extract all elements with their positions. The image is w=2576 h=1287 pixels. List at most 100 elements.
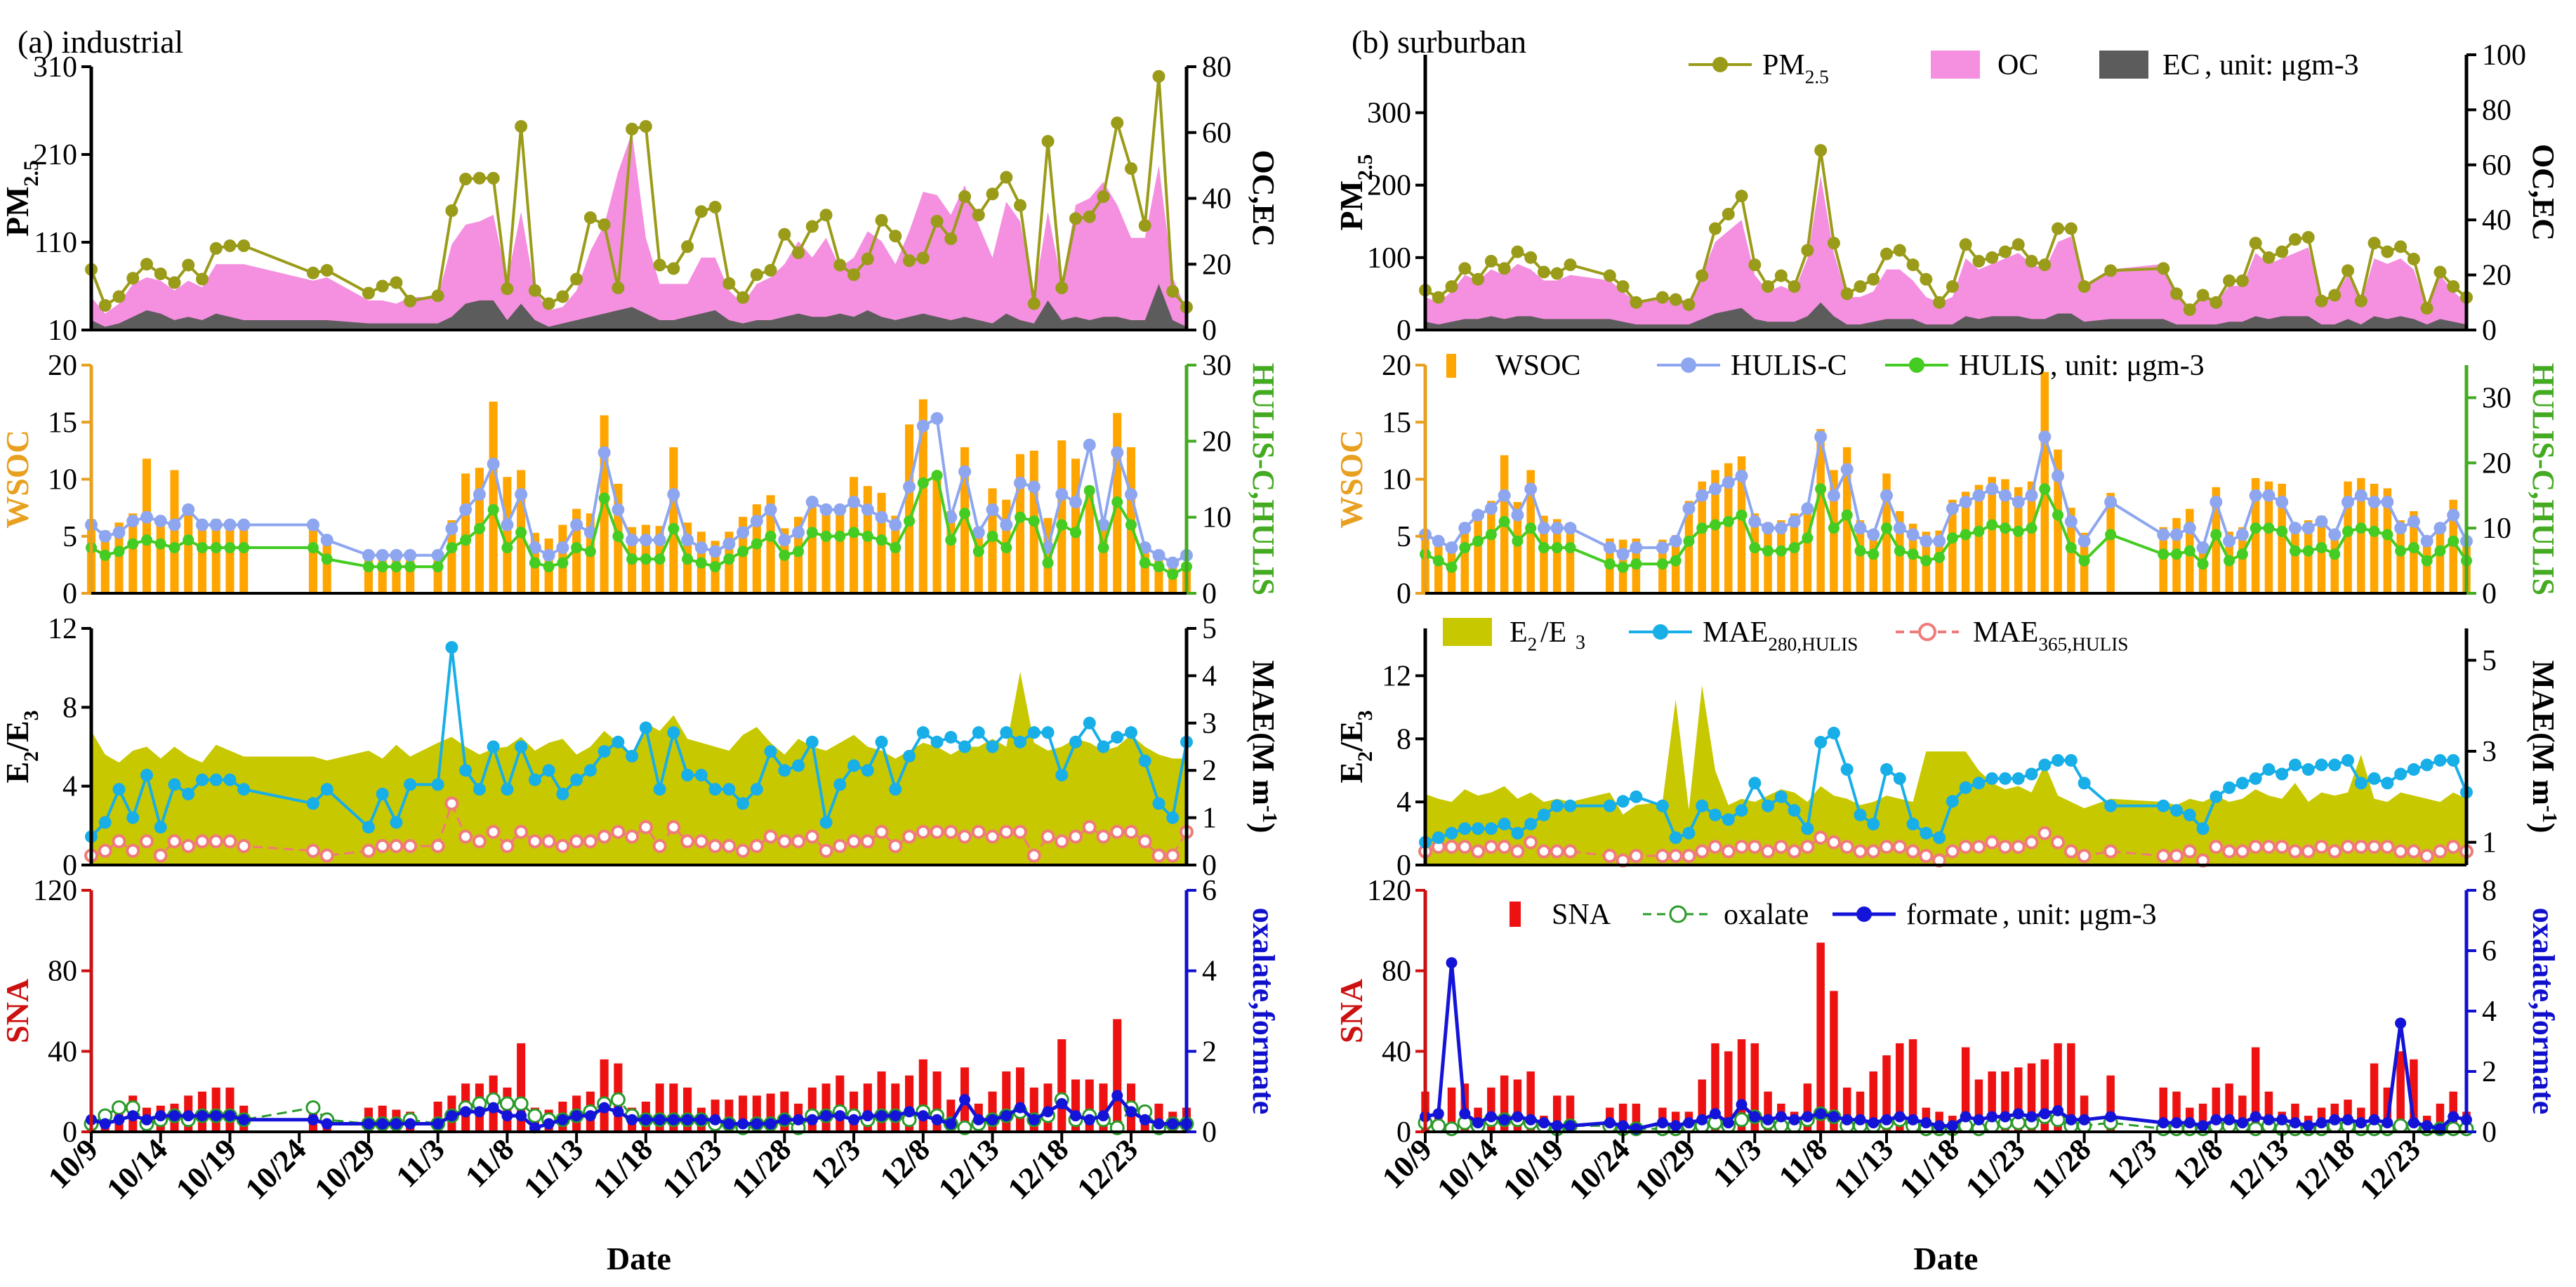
formate-point — [1000, 1110, 1012, 1122]
hulis-point — [1512, 535, 1524, 547]
mae365-point — [1826, 835, 1841, 850]
mae365-point — [2235, 844, 2250, 859]
pm25-point — [112, 290, 126, 303]
mae280-point — [1524, 817, 1538, 831]
hulis-point — [737, 546, 749, 557]
hulis-point — [682, 553, 694, 565]
wsoc-bar — [2330, 529, 2339, 593]
mae365-point — [902, 829, 917, 844]
hulis-point — [1828, 522, 1839, 534]
hulis-point — [751, 538, 762, 550]
mae365-point — [2314, 840, 2329, 854]
mae280-point — [972, 726, 985, 739]
mae365-point — [1013, 824, 1028, 839]
pm25-point — [2381, 245, 2394, 258]
pm25-point — [1027, 297, 1041, 310]
wsoc-bar — [1487, 501, 1495, 593]
hulis-point — [1670, 555, 1682, 567]
row-1: 0 100 200 300 0 20 40 60 80 100 PM2.5 OC,EC — [1333, 39, 2561, 347]
mae365-point — [153, 848, 168, 863]
formate-point — [1973, 1114, 1985, 1126]
formate-point — [2052, 1104, 2064, 1116]
mae365-point — [1748, 840, 1762, 854]
legend-formate-label: formate — [1906, 899, 1998, 931]
sna-bar — [2172, 1091, 2181, 1132]
mae280-point — [792, 759, 805, 772]
formate-point — [1670, 1120, 1682, 1132]
oc-area — [1425, 176, 2466, 330]
hulis-point — [1973, 525, 1985, 537]
mae365-point — [1041, 829, 1055, 844]
hulisc-point — [542, 548, 555, 562]
x-tick-label: 10/24 — [1562, 1132, 1637, 1206]
mae280-point — [390, 816, 403, 829]
hulisc-point — [570, 518, 583, 532]
hulisc-point — [1432, 534, 1445, 548]
wsoc-bar — [114, 522, 124, 593]
x-tick-label-group: 10/29 — [1628, 1132, 1703, 1206]
hulisc-point — [1893, 522, 1906, 535]
mae280-point — [445, 640, 458, 654]
pm25-point — [667, 262, 680, 275]
formate-point — [1934, 1120, 1946, 1132]
hulis-point — [793, 546, 805, 557]
formate-point — [1802, 1111, 1814, 1123]
formate-point — [2078, 1114, 2090, 1126]
pm25-point — [2104, 264, 2118, 277]
ec-area — [1425, 302, 2466, 330]
hulis-point — [1459, 542, 1471, 553]
wsoc-bar — [2027, 481, 2036, 593]
mae280-point — [1801, 822, 1814, 836]
right-tick-label: 0 — [1202, 850, 1217, 882]
hulis-point — [2407, 542, 2419, 553]
row-1: 10 110 210 310 0 20 40 60 80 PM2.5 OC,EC — [0, 51, 1281, 347]
hulis-point — [460, 534, 472, 546]
hulis-point — [1139, 557, 1151, 569]
hulisc-point — [612, 503, 625, 516]
hulis-point — [571, 542, 583, 553]
mae280-point — [1998, 772, 2012, 785]
hulisc-point — [833, 503, 847, 516]
mae280-point — [528, 773, 541, 786]
mae365-point — [2433, 844, 2448, 859]
pm25-point — [1111, 117, 1124, 129]
right-tick-label: 3 — [2482, 736, 2497, 768]
legend-formate-marker — [1856, 906, 1872, 922]
formate-point — [1986, 1111, 1998, 1123]
formate-point — [1788, 1114, 1800, 1126]
mae365-point — [2169, 849, 2184, 864]
mae365-point — [2301, 844, 2316, 859]
mae280-point — [1511, 826, 1524, 840]
hulis-point — [1167, 568, 1179, 580]
hulisc-point — [362, 548, 375, 562]
right-tick-label: 8 — [2482, 875, 2497, 907]
hulisc-point — [2447, 508, 2460, 522]
sna-bar — [1566, 1095, 1575, 1132]
pm25-point — [764, 264, 777, 277]
formate-point — [945, 1118, 957, 1130]
panel-title: (b) surburban — [1352, 24, 1526, 60]
mae280-point — [2394, 767, 2407, 781]
mae280-point — [2025, 767, 2038, 781]
sna-bar — [1447, 1087, 1456, 1132]
mae280-point — [2170, 804, 2184, 817]
hulisc-point — [445, 522, 458, 535]
pm25-point — [431, 289, 444, 303]
oxalate-point — [527, 1108, 543, 1123]
formate-point — [321, 1118, 333, 1130]
right-axis-label: oxalate,formate — [2526, 908, 2561, 1114]
pm25-point — [612, 282, 625, 294]
mae280-point — [1708, 808, 1722, 821]
hulis-point — [1802, 532, 1814, 544]
mae280-point — [2341, 753, 2355, 767]
pm25-point — [1774, 269, 1788, 282]
formate-point — [460, 1106, 472, 1118]
wsoc-bar — [766, 495, 775, 593]
formate-point — [2329, 1114, 2341, 1126]
hulisc-point — [1762, 522, 1775, 535]
wsoc-bar — [1566, 524, 1575, 593]
mae365-point — [1055, 834, 1069, 849]
formate-point — [1070, 1110, 1082, 1122]
right-axis-label-text: OC,EC — [2526, 144, 2561, 241]
hulisc-point — [667, 488, 680, 501]
